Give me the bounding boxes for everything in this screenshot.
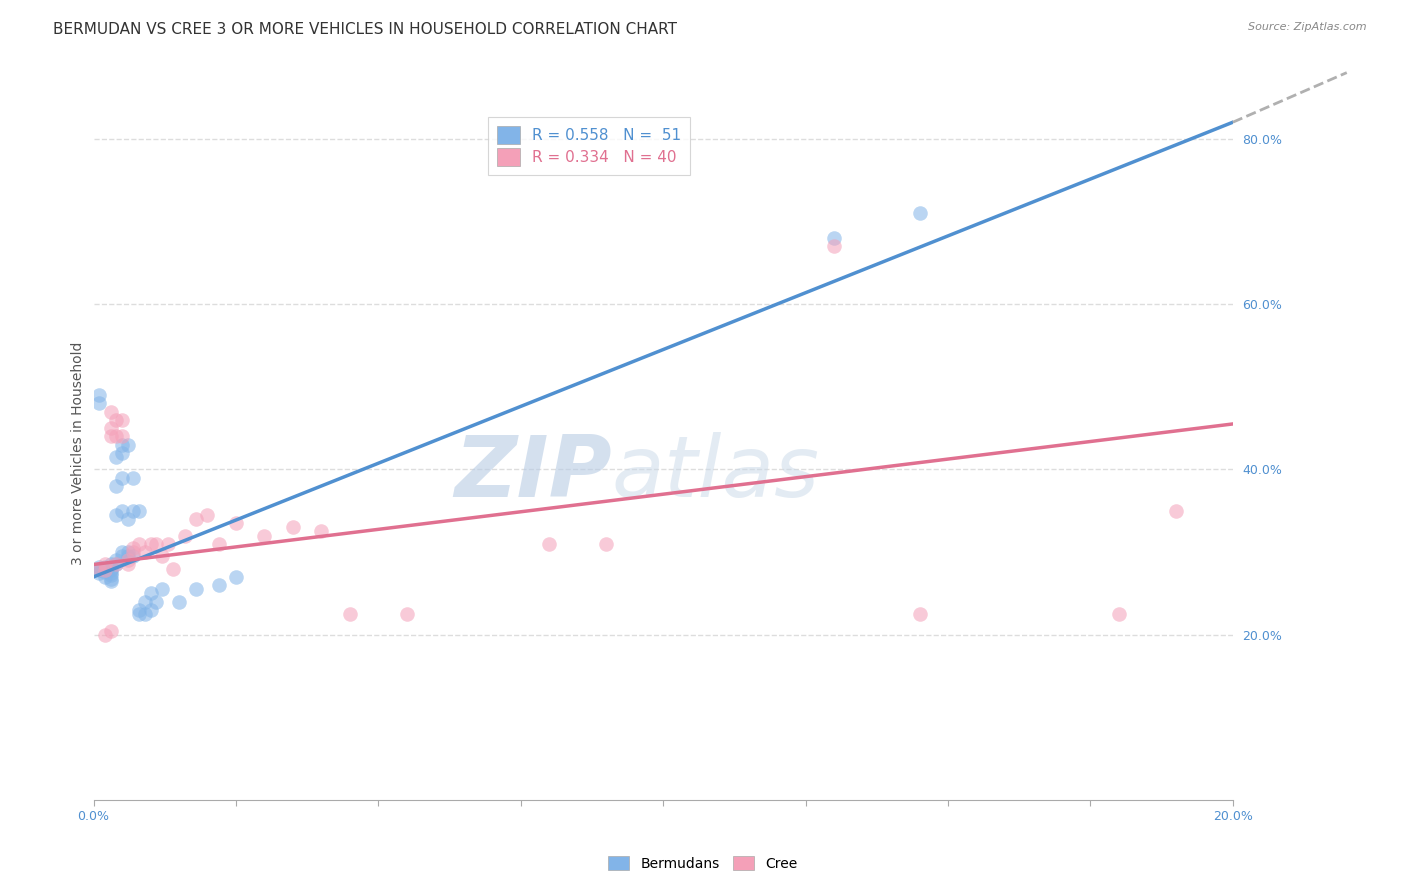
Y-axis label: 3 or more Vehicles in Household: 3 or more Vehicles in Household (72, 341, 86, 565)
Point (823, 231, 845, 245)
Point (94, 563, 117, 577)
Point (139, 537, 162, 551)
Point (395, 607, 418, 621)
Point (134, 545, 156, 559)
Point (100, 561, 122, 575)
Point (339, 607, 361, 621)
Point (111, 504, 134, 518)
Point (105, 413, 128, 427)
Point (100, 568, 122, 582)
Point (117, 558, 139, 572)
Point (908, 206, 931, 220)
Point (117, 549, 139, 564)
Text: BERMUDAN VS CREE 3 OR MORE VEHICLES IN HOUSEHOLD CORRELATION CHART: BERMUDAN VS CREE 3 OR MORE VEHICLES IN H… (53, 22, 678, 37)
Point (100, 404, 122, 418)
Text: ZIP: ZIP (454, 433, 612, 516)
Point (225, 516, 247, 530)
Point (145, 537, 167, 551)
Point (89, 561, 111, 575)
Point (100, 563, 122, 577)
Point (145, 595, 167, 609)
Point (111, 545, 134, 559)
Text: atlas: atlas (612, 433, 820, 516)
Point (134, 595, 156, 609)
Point (89, 561, 111, 575)
Point (105, 558, 128, 572)
Point (89, 388, 111, 402)
Point (100, 574, 122, 588)
Point (208, 578, 231, 592)
Point (117, 553, 139, 567)
Point (122, 549, 145, 564)
Point (311, 524, 333, 539)
Point (128, 603, 150, 617)
Point (253, 528, 276, 542)
Point (94, 565, 117, 579)
Point (197, 508, 219, 522)
Legend: Bermudans, Cree: Bermudans, Cree (603, 850, 803, 876)
Point (89, 396, 111, 410)
Point (538, 537, 561, 551)
Point (100, 421, 122, 435)
Point (128, 607, 150, 621)
Point (823, 239, 845, 253)
Point (595, 537, 617, 551)
Point (94, 560, 117, 574)
Point (122, 541, 145, 555)
Legend: R = 0.558   N =  51, R = 0.334   N = 40: R = 0.558 N = 51, R = 0.334 N = 40 (488, 117, 690, 175)
Point (94, 561, 117, 575)
Point (208, 537, 231, 551)
Point (184, 512, 207, 526)
Point (128, 504, 150, 518)
Point (162, 561, 184, 575)
Point (111, 437, 134, 451)
Point (173, 528, 195, 542)
Point (117, 545, 139, 559)
Point (105, 450, 128, 464)
Point (111, 429, 134, 443)
Point (100, 566, 122, 580)
Point (89, 566, 111, 580)
Point (94, 563, 117, 577)
Point (167, 595, 190, 609)
Point (94, 570, 117, 584)
Point (225, 570, 247, 584)
Point (100, 572, 122, 586)
Point (156, 537, 179, 551)
Point (94, 628, 117, 642)
Point (117, 437, 139, 451)
Point (150, 549, 173, 564)
Text: Source: ZipAtlas.com: Source: ZipAtlas.com (1249, 22, 1367, 32)
Point (111, 471, 134, 485)
Point (111, 446, 134, 460)
Point (139, 603, 162, 617)
Point (105, 508, 128, 522)
Point (122, 545, 145, 559)
Point (122, 471, 145, 485)
Point (94, 558, 117, 572)
Point (89, 563, 111, 577)
Point (1164, 504, 1187, 518)
Point (281, 520, 304, 534)
Point (117, 512, 139, 526)
Point (105, 429, 128, 443)
Point (100, 429, 122, 443)
Point (139, 586, 162, 600)
Point (134, 607, 156, 621)
Point (128, 537, 150, 551)
Point (100, 558, 122, 572)
Point (105, 558, 128, 572)
Point (100, 624, 122, 638)
Point (122, 504, 145, 518)
Point (105, 479, 128, 493)
Point (105, 553, 128, 567)
Point (89, 560, 111, 574)
Point (111, 549, 134, 564)
Point (111, 413, 134, 427)
Point (184, 582, 207, 597)
Point (1108, 607, 1130, 621)
Point (150, 582, 173, 597)
Point (908, 607, 931, 621)
